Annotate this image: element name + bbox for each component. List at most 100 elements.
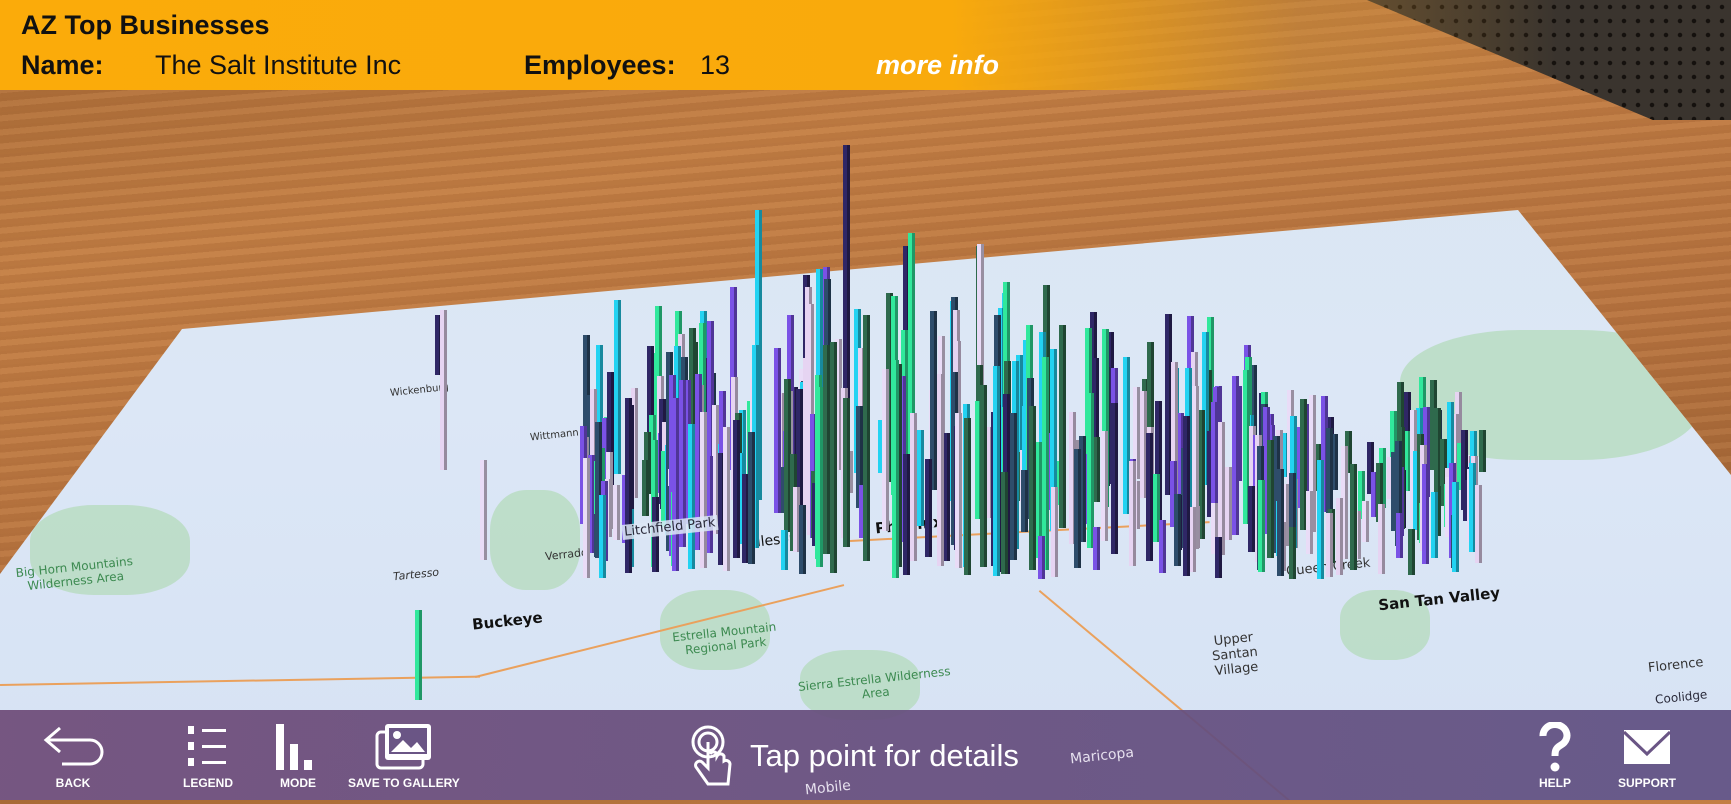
business-bar[interactable] (974, 400, 982, 520)
business-bar[interactable] (903, 453, 911, 576)
business-bar[interactable] (1349, 463, 1357, 570)
business-bar[interactable] (1457, 442, 1465, 490)
business-bar[interactable] (1321, 396, 1329, 513)
business-bar[interactable] (964, 417, 972, 575)
business-bar[interactable] (605, 478, 613, 537)
business-bar[interactable] (705, 455, 713, 553)
business-bar[interactable] (793, 486, 801, 552)
business-bar[interactable] (1330, 433, 1338, 490)
business-bar[interactable] (1079, 436, 1087, 542)
business-bar[interactable] (1262, 406, 1270, 535)
business-bar[interactable] (1412, 451, 1420, 530)
business-bar[interactable] (1133, 386, 1141, 480)
business-bar[interactable] (823, 344, 831, 555)
business-bar[interactable] (612, 484, 620, 541)
business-bar[interactable] (816, 387, 824, 567)
business-bar[interactable] (778, 393, 786, 484)
business-bar[interactable] (791, 387, 799, 498)
business-bar[interactable] (936, 374, 944, 567)
business-bar[interactable] (723, 427, 731, 572)
business-bar[interactable] (1059, 324, 1067, 529)
business-bar[interactable] (943, 433, 951, 561)
business-bar[interactable] (1159, 520, 1167, 574)
business-bar[interactable] (1145, 432, 1153, 562)
business-bar[interactable] (1421, 463, 1429, 564)
business-bar[interactable] (1434, 407, 1442, 504)
business-bar[interactable] (435, 315, 442, 375)
business-bar[interactable] (1395, 441, 1403, 546)
business-bar[interactable] (1101, 431, 1109, 541)
business-bar[interactable] (712, 405, 720, 534)
business-bar[interactable] (1468, 463, 1476, 553)
business-bar[interactable] (1299, 398, 1307, 531)
business-bar[interactable] (1366, 441, 1374, 494)
business-bar[interactable] (606, 371, 614, 518)
business-bar[interactable] (1281, 433, 1289, 477)
business-bar[interactable] (480, 460, 487, 560)
business-bar[interactable] (688, 424, 696, 569)
business-bar[interactable] (882, 369, 890, 532)
business-bar[interactable] (440, 310, 447, 470)
business-bar[interactable] (678, 380, 686, 547)
business-bar[interactable] (908, 232, 916, 488)
business-bar[interactable] (843, 398, 851, 548)
legend-button[interactable]: LEGEND (182, 722, 234, 790)
business-bar[interactable] (1353, 510, 1361, 559)
business-bar[interactable] (1154, 400, 1162, 537)
business-bar[interactable] (1340, 446, 1348, 559)
business-bar[interactable] (1038, 535, 1046, 579)
business-bar[interactable] (742, 474, 750, 563)
business-bar[interactable] (830, 341, 838, 573)
business-bar[interactable] (1128, 461, 1136, 566)
business-bar[interactable] (631, 388, 639, 499)
business-bar[interactable] (773, 347, 781, 514)
business-bar[interactable] (858, 484, 866, 538)
business-bar[interactable] (1215, 537, 1223, 578)
business-bar[interactable] (641, 459, 649, 517)
business-bar[interactable] (583, 458, 591, 578)
business-bar[interactable] (737, 453, 745, 545)
business-bar[interactable] (1317, 459, 1325, 579)
business-bar[interactable] (1106, 331, 1114, 485)
business-bar[interactable] (1021, 470, 1029, 532)
business-bar[interactable] (1174, 493, 1182, 566)
business-bar[interactable] (1336, 497, 1344, 575)
business-bar[interactable] (1370, 471, 1378, 518)
business-bar[interactable] (885, 293, 893, 482)
business-bar[interactable] (799, 504, 807, 574)
business-bar[interactable] (1217, 421, 1225, 555)
business-bar[interactable] (1451, 481, 1459, 572)
business-bar[interactable] (1430, 380, 1437, 470)
business-bar[interactable] (1092, 357, 1100, 494)
business-bar[interactable] (672, 397, 680, 572)
business-bar[interactable] (1288, 526, 1296, 580)
business-bar[interactable] (1461, 430, 1469, 511)
business-bar[interactable] (415, 610, 422, 700)
business-bar[interactable] (1122, 356, 1130, 515)
business-bar[interactable] (683, 380, 691, 524)
business-bar[interactable] (1231, 376, 1239, 535)
business-bar[interactable] (1225, 466, 1233, 541)
business-bar[interactable] (1447, 401, 1455, 496)
business-bar[interactable] (835, 339, 843, 470)
business-bar[interactable] (1407, 528, 1415, 576)
business-bar[interactable] (587, 455, 595, 554)
business-bar[interactable] (856, 405, 864, 508)
business-bar[interactable] (1028, 406, 1036, 570)
business-bar[interactable] (916, 429, 924, 527)
business-bar[interactable] (1210, 401, 1218, 532)
business-bar[interactable] (1198, 409, 1206, 540)
business-bar[interactable] (843, 145, 850, 470)
business-bar[interactable] (1391, 451, 1399, 531)
business-bar[interactable] (661, 451, 669, 528)
business-bar[interactable] (625, 398, 633, 574)
business-bar[interactable] (1132, 481, 1140, 530)
business-bar[interactable] (1054, 460, 1062, 505)
business-bar[interactable] (1087, 393, 1095, 548)
business-bar[interactable] (700, 489, 708, 569)
business-bar[interactable] (1267, 439, 1275, 558)
business-bar[interactable] (815, 269, 823, 473)
business-bar[interactable] (1183, 416, 1191, 576)
business-bar[interactable] (1326, 512, 1334, 577)
business-bar[interactable] (594, 421, 602, 558)
